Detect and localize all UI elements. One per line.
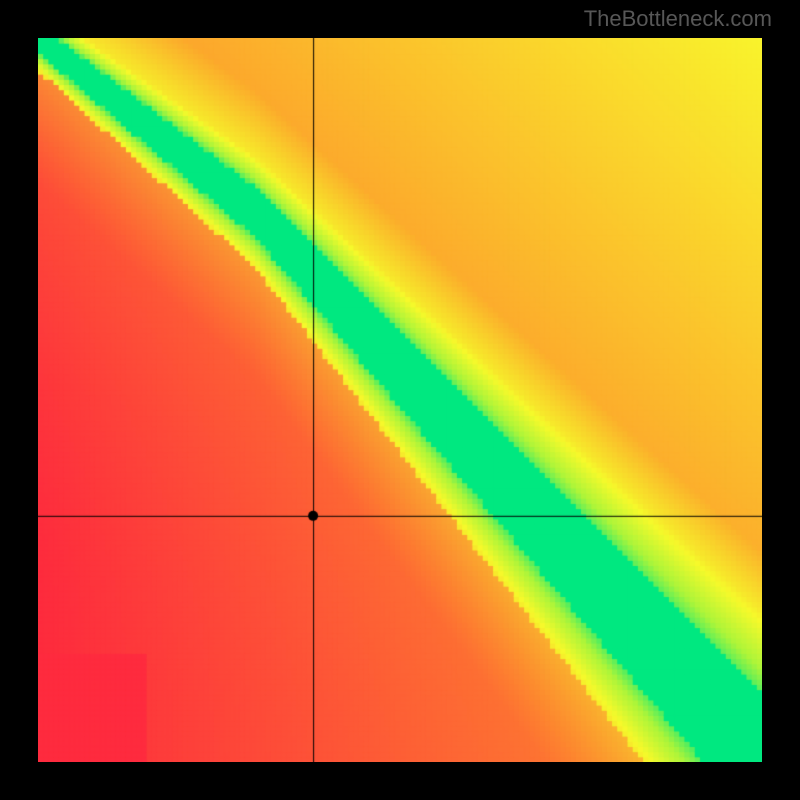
bottleneck-heatmap [38, 38, 762, 762]
chart-container: TheBottleneck.com [0, 0, 800, 800]
watermark-text: TheBottleneck.com [584, 6, 772, 32]
